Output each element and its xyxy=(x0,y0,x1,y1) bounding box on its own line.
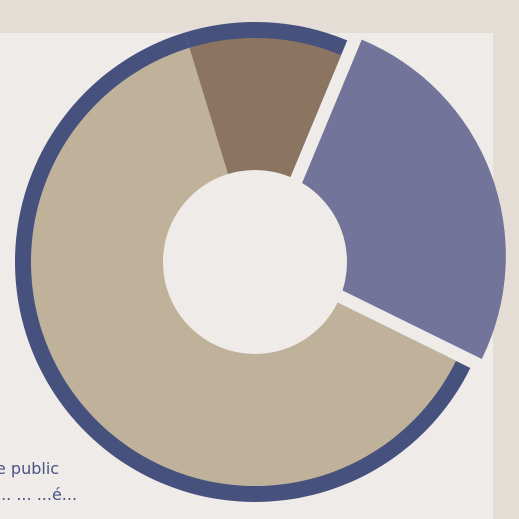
caption-line-2: ... ... ...é... xyxy=(0,485,78,504)
pie-slice-1 xyxy=(189,38,342,263)
donut-hole xyxy=(163,170,347,354)
caption-line-1: e public xyxy=(0,459,60,478)
